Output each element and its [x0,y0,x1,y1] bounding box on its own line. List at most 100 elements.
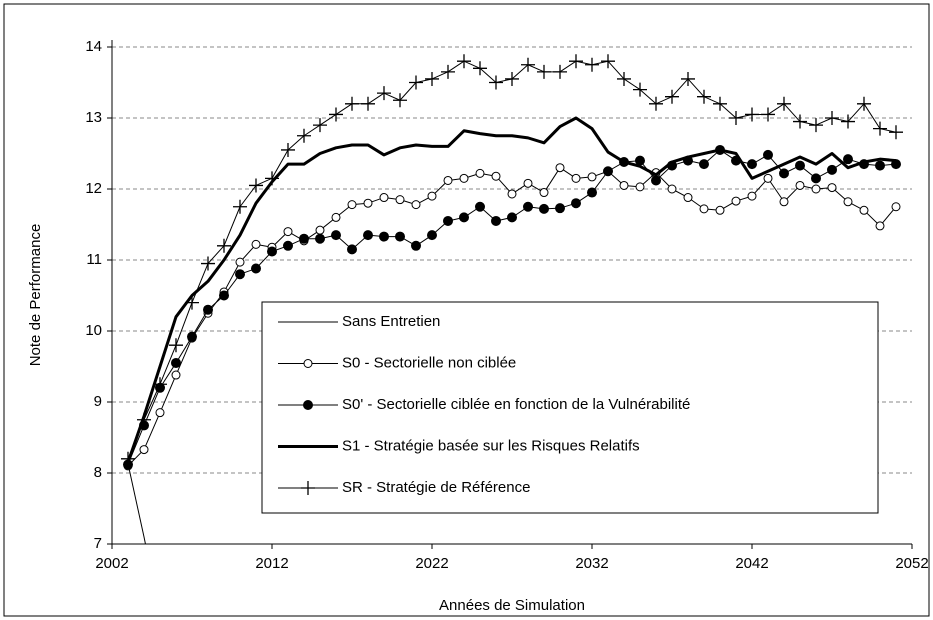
point [249,178,263,193]
legend-label: SR - Stratégie de Référence [342,479,530,496]
point [395,231,405,242]
point [505,71,519,86]
point [411,240,421,251]
point [331,212,341,222]
point [475,168,485,178]
point [219,290,229,301]
point [587,187,597,198]
legend-box [261,301,879,514]
legend-marker [303,400,313,410]
point [651,175,661,186]
y-tick-label: 7 [94,535,102,552]
point [395,195,405,205]
point [571,173,581,183]
point [283,227,293,237]
point [345,96,359,111]
point [203,304,213,315]
point [441,64,455,79]
point [827,164,837,175]
legend-marker [301,481,315,495]
point [811,184,821,194]
point [347,244,357,255]
point [777,96,791,111]
point [539,203,549,214]
point [779,168,789,179]
point [507,189,517,199]
plot-area [121,54,903,544]
point [427,230,437,241]
x-tick-label: 2022 [415,555,448,572]
point [843,154,853,165]
point [473,61,487,76]
point [747,191,757,201]
point [585,57,599,72]
point [523,201,533,212]
point [331,230,341,241]
y-tick-label: 12 [85,180,102,197]
point [875,221,885,231]
point [681,71,695,86]
point [617,71,631,86]
point [521,57,535,72]
point [217,238,231,253]
point [233,199,247,214]
point [891,202,901,212]
point [443,175,453,185]
point [251,239,261,249]
point [697,89,711,104]
point [329,107,343,122]
point [315,233,325,244]
point [299,233,309,244]
point [619,180,629,190]
point [601,54,615,69]
point [745,107,759,122]
point [811,173,821,184]
point [235,269,245,280]
point [633,82,647,97]
point [889,125,903,140]
x-tick-label: 2052 [895,555,928,572]
point [555,163,565,173]
point [635,182,645,192]
point [537,64,551,79]
point [427,191,437,201]
point [683,193,693,203]
point [795,160,805,171]
point [491,171,501,181]
point [425,71,439,86]
point [747,159,757,170]
point [457,54,471,69]
point [713,96,727,111]
point [475,201,485,212]
point [699,159,709,170]
point [347,200,357,210]
point [667,184,677,194]
legend-label: S0 - Sectorielle non ciblée [342,354,516,371]
point [763,173,773,183]
point [873,121,887,136]
point [825,111,839,125]
point [857,96,871,111]
point [843,197,853,207]
point [489,75,503,90]
y-tick-label: 11 [86,251,102,268]
point [363,230,373,241]
y-tick-label: 10 [85,322,102,339]
point [809,118,823,133]
point [459,173,469,183]
y-tick-label: 14 [85,38,102,55]
y-tick-label: 13 [85,109,102,126]
point [793,114,807,129]
x-tick-label: 2012 [255,555,288,572]
point [379,193,389,203]
point [411,200,421,210]
point [267,246,277,257]
point [649,96,663,111]
point [859,205,869,215]
point [555,203,565,214]
point [665,89,679,104]
point [587,172,597,182]
point [265,171,279,186]
point [603,166,613,177]
